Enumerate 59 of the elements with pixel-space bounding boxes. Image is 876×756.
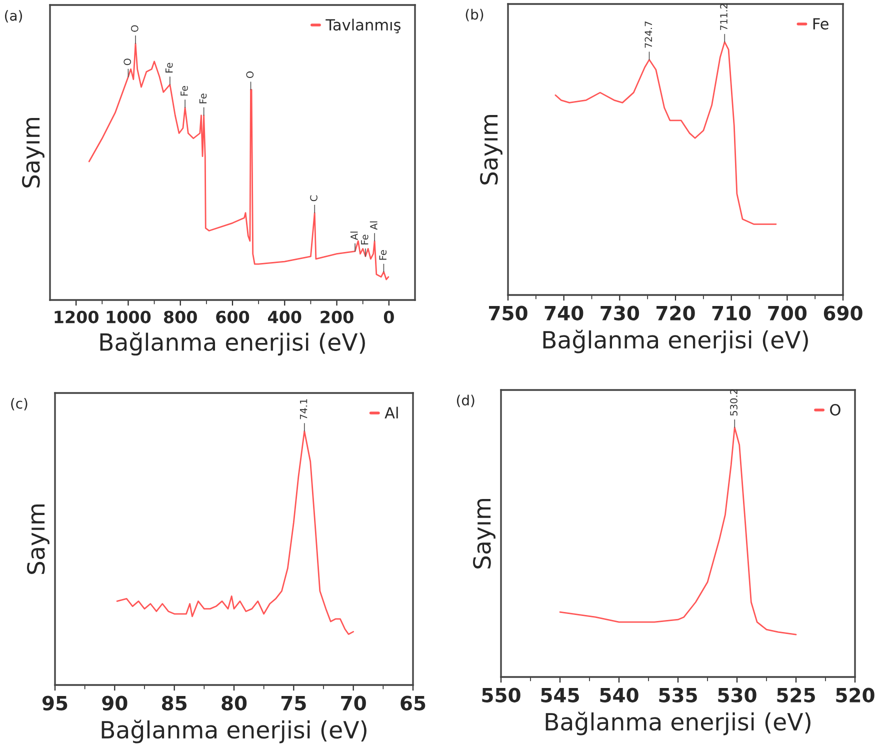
x-tick-label: 600: [216, 310, 250, 324]
annotation: Fe: [166, 62, 173, 72]
y-axis-title: Sayım: [27, 504, 50, 574]
annotation: Fe: [361, 234, 368, 244]
x-tick-label: 545: [541, 688, 579, 702]
x-tick-label: 690: [824, 306, 862, 320]
x-tick-label: 530: [718, 688, 756, 702]
x-tick-label: 800: [164, 310, 197, 324]
annotation: Al: [370, 221, 378, 230]
y-axis-title: Sayım: [480, 115, 502, 184]
x-tick-label: 90: [102, 696, 128, 710]
x-tick-label: 400: [268, 310, 302, 324]
annotation: Al: [350, 232, 358, 240]
x-tick-label: 710: [712, 306, 751, 320]
x-tick-label: 75: [281, 696, 306, 710]
annotation: 530.2: [730, 389, 738, 416]
text: (a): [5, 10, 22, 22]
x-tick-label: 525: [777, 688, 815, 702]
x-tick-label: 80: [222, 696, 247, 710]
annotation: Fe: [199, 94, 207, 104]
x-tick-label: 740: [544, 306, 584, 320]
annotation: 74.1: [300, 399, 308, 420]
x-tick-label: 1200: [54, 310, 98, 324]
x-tick-label: 550: [482, 688, 520, 702]
x-axis-title: Bağlanma enerjisi (eV): [100, 332, 365, 356]
x-tick-label: 0: [384, 310, 394, 324]
x-tick-label: 535: [659, 688, 697, 702]
legend-label: Al: [384, 406, 398, 418]
annotation: O: [246, 71, 254, 78]
x-tick-label: 700: [768, 306, 807, 320]
x-tick-label: 720: [656, 306, 695, 320]
text: (d): [456, 394, 474, 408]
annotation: 724.7: [644, 22, 652, 48]
x-axis-title: Bağlanma enerjisi (eV): [546, 712, 810, 736]
annotation: 711.2: [720, 4, 728, 30]
legend-label: Tavlanmış: [326, 18, 401, 34]
annotation: O: [124, 58, 132, 66]
text: (b): [466, 8, 484, 22]
legend-label: O: [830, 404, 840, 416]
y-axis-title: Sayım: [473, 499, 496, 568]
x-tick-label: 70: [341, 696, 366, 710]
x-tick-label: 85: [162, 696, 187, 710]
x-tick-label: 520: [836, 688, 874, 702]
x-tick-label: 730: [600, 306, 640, 320]
x-tick-label: 1000: [106, 310, 151, 324]
x-tick-label: 540: [600, 688, 638, 702]
x-tick-label: 200: [320, 310, 354, 324]
annotation: Fe: [379, 250, 387, 260]
legend-label: Fe: [813, 18, 828, 30]
x-axis-title: Bağlanma enerjisi (eV): [102, 720, 366, 744]
y-axis-title: Sayım: [22, 118, 44, 188]
text: (c): [11, 398, 28, 410]
annotation: O: [130, 25, 138, 32]
annotation: C: [310, 195, 318, 202]
x-tick-label: 65: [400, 696, 426, 710]
x-tick-label: 95: [42, 696, 68, 710]
x-axis-title: Bağlanma enerjisi (eV): [543, 330, 808, 354]
x-tick-label: 750: [489, 306, 528, 320]
annotation: Fe: [180, 86, 188, 96]
